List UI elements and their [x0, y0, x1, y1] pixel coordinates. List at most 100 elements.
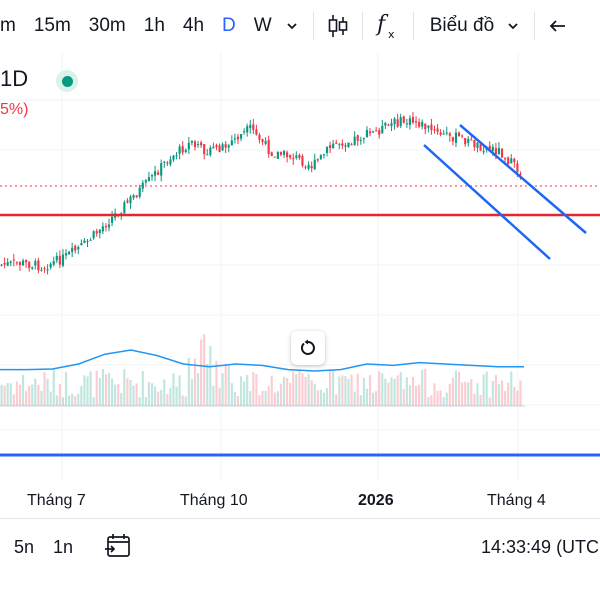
toolbar-divider [412, 12, 414, 40]
timeframe-m[interactable]: m [0, 15, 16, 36]
volume-bar [138, 397, 141, 406]
timeframe-1h[interactable]: 1h [143, 15, 165, 36]
volume-bar [301, 373, 304, 406]
volume-bar [424, 368, 427, 406]
volume-bar [322, 392, 326, 406]
volume-bar [233, 391, 236, 406]
candle-body [203, 143, 206, 155]
candle-body [49, 263, 52, 268]
candle-body [9, 261, 12, 263]
volume-bar [279, 383, 283, 406]
price-chart[interactable] [0, 52, 600, 518]
candle-body [71, 247, 74, 252]
legend-symbol[interactable]: 1D [0, 66, 29, 91]
volume-bar [43, 372, 46, 406]
candle-body [464, 138, 467, 145]
volume-bar [497, 384, 501, 406]
volume-bar [169, 387, 172, 406]
volume-bar [252, 371, 255, 406]
function-fx-icon[interactable]: f x [373, 12, 403, 40]
candle-body [368, 131, 372, 134]
volume-bar [117, 383, 120, 406]
volume-bar [86, 376, 89, 406]
candle-body [451, 137, 454, 142]
candle-body [279, 152, 283, 155]
timeframe-d[interactable]: D [222, 15, 236, 36]
chart-type-dropdown[interactable]: Biểu đồ [424, 15, 520, 37]
volume-bar [28, 385, 31, 406]
candle-body [390, 123, 393, 127]
timeframe-15m[interactable]: 15m [33, 15, 71, 36]
market-status-dot[interactable] [56, 70, 78, 92]
volume-bar [408, 385, 411, 406]
volume-bar [95, 370, 98, 406]
volume-bar [196, 373, 200, 406]
svg-text:f: f [375, 12, 389, 37]
volume-bar [190, 379, 193, 406]
candle-body [141, 182, 144, 189]
reset-rotate-icon [301, 339, 315, 355]
volume-bar [276, 391, 279, 406]
volume-bar [359, 395, 362, 406]
candle-body [341, 143, 344, 146]
volume-bar [25, 390, 28, 406]
volume-bar [236, 395, 240, 406]
undo-arrow-left-icon[interactable] [545, 18, 569, 34]
candlestick-icon[interactable] [324, 13, 352, 39]
candle-body [479, 144, 482, 151]
volume-bar [372, 392, 375, 406]
candle-body [138, 187, 141, 197]
volume-bar [381, 373, 384, 406]
date-range-calendar-icon[interactable] [104, 532, 132, 565]
volume-bar [390, 377, 393, 406]
candle-body [338, 144, 341, 146]
timeframe-4h[interactable]: 4h [182, 15, 205, 36]
candle-body [98, 229, 101, 234]
volume-bar [500, 380, 504, 406]
candle-body [298, 154, 301, 158]
volume-bar [325, 388, 329, 406]
range-1n[interactable]: 1n [53, 537, 74, 557]
candle-body [246, 126, 249, 133]
volume-bar [239, 376, 243, 406]
candle-body [80, 243, 83, 246]
volume-bar [485, 371, 488, 406]
candle-body [144, 180, 147, 183]
reset-chart-button[interactable] [291, 331, 325, 365]
volume-bar [58, 383, 61, 406]
clock-timezone[interactable]: 14:33:49 (UTC [481, 537, 600, 557]
volume-bar [249, 391, 252, 406]
candle-body [178, 146, 181, 154]
volume-bar [439, 390, 442, 406]
volume-bar [203, 334, 206, 406]
volume-bar [329, 369, 332, 406]
candle-body [92, 231, 95, 239]
volume-bar [37, 384, 40, 406]
candle-body [282, 150, 286, 155]
volume-bar [98, 378, 101, 406]
volume-bar [123, 369, 126, 406]
volume-bar [396, 375, 399, 406]
candle-body [301, 155, 304, 166]
candle-body [43, 268, 46, 270]
candle-body [52, 261, 55, 265]
range-5n[interactable]: 5n [14, 537, 35, 557]
legend-change: 5%) [0, 101, 29, 118]
candle-body [101, 226, 104, 232]
volume-bar [89, 371, 92, 406]
candle-body [350, 144, 353, 146]
candle-body [111, 216, 114, 223]
volume-bar [399, 372, 402, 406]
volume-bar [104, 374, 108, 406]
volume-bar [479, 394, 482, 406]
timeframe-w[interactable]: W [253, 15, 272, 36]
candle-body [61, 254, 65, 266]
candle-body [436, 128, 439, 132]
bottom-toolbar [0, 518, 600, 601]
toolbar-divider [312, 12, 314, 40]
candle-body [322, 154, 326, 156]
candle-body [289, 155, 292, 158]
timeframe-30m[interactable]: 30m [88, 15, 126, 36]
more-timeframes-chevron-down-icon[interactable] [281, 19, 303, 33]
volume-bar [160, 389, 163, 406]
